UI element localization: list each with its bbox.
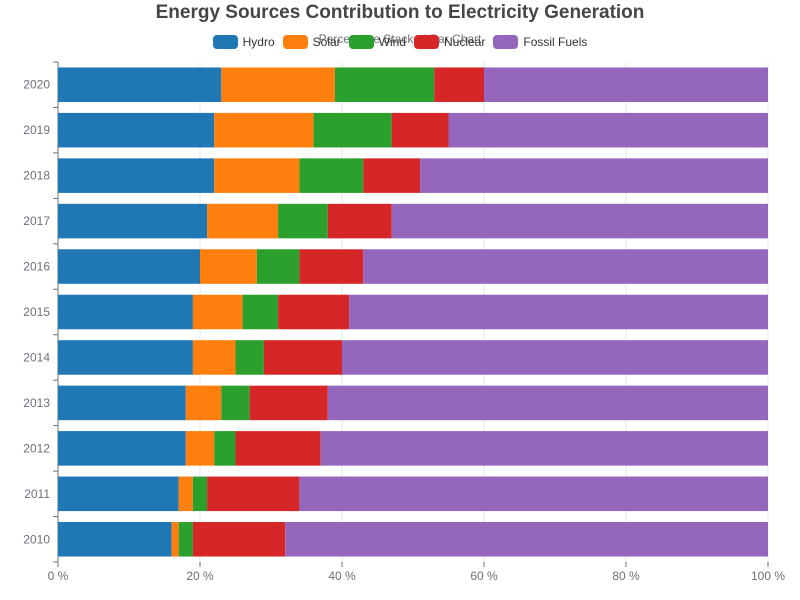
legend-swatch [282,35,308,49]
legend-item[interactable]: Hydro [212,33,275,51]
bar-segment [58,294,193,330]
bar-segment [200,249,257,284]
legend-label: Nuclear [444,35,486,49]
bar-segment [207,476,300,512]
x-tick-label: 0 % [48,569,69,583]
bar-segment [171,522,179,557]
bar-segment [263,340,342,375]
x-tick-label: 80 % [612,569,640,583]
legend-item[interactable]: Fossil Fuels [493,33,587,51]
bar-segment [214,431,236,466]
legend-item[interactable]: Nuclear [414,33,485,51]
bar-segment [192,522,286,557]
bar-segment [221,385,250,421]
legend-swatch [493,35,519,49]
legend: Hydro Solar Wind Nuclear Fossil Fuels [0,33,800,51]
bar-segment [192,476,208,512]
bar-segment [349,294,768,330]
bar-segment [58,203,208,239]
bar-segment [58,67,222,102]
bar-segment [334,67,435,102]
bar-segment [235,431,321,466]
bar-segment [58,249,200,284]
bar-segment [327,203,392,239]
bar-segment [448,112,768,148]
bar-segment [278,203,328,239]
y-tick-label: 2014 [23,350,50,364]
bar-segment [320,431,768,466]
bar-segment [58,112,215,148]
bar-segment [185,385,222,421]
bar-segment [58,522,172,557]
y-tick-label: 2011 [24,487,50,501]
chart-title: Energy Sources Contribution to Electrici… [155,2,645,23]
bar-segment [235,340,264,375]
bar-segment [207,203,279,239]
legend-item[interactable]: Wind [348,33,406,51]
bar-segment [249,385,328,421]
bar-segment [299,158,364,193]
legend-label: Hydro [242,35,275,49]
x-tick-label: 20 % [186,569,214,583]
y-tick-label: 2016 [23,260,50,274]
legend-swatch [348,35,374,49]
bar-segment [420,158,768,193]
bar-segment [256,249,300,284]
bar-segment [299,249,364,284]
y-tick-label: 2015 [23,305,50,319]
x-tick-label: 40 % [328,569,356,583]
y-tick-label: 2017 [23,214,50,228]
bar-segment [221,67,335,102]
bar-segment [342,340,768,375]
y-tick-label: 2018 [23,169,50,183]
bar-segment [363,158,421,193]
bar-segment [363,249,768,284]
legend-label: Fossil Fuels [523,35,588,49]
bar-segment [313,112,392,148]
bar-segment [214,158,300,193]
bar-segment [214,112,314,148]
bar-segment [391,203,768,239]
bar-segment [178,522,193,557]
x-tick-label: 60 % [470,569,498,583]
bar-segment [285,522,768,557]
legend-swatch [414,35,439,49]
legend-label: Solar [312,35,341,49]
bar-segment [192,340,236,375]
bar-segment [58,476,179,512]
bar-segment [185,431,215,466]
y-tick-label: 2020 [23,78,50,92]
legend-swatch [212,35,238,49]
y-tick-label: 2010 [23,532,50,546]
y-tick-label: 2012 [23,441,50,455]
bar-segment [58,158,215,193]
bar-segment [484,67,768,102]
bar-segment [58,340,193,375]
bar-segment [327,385,768,421]
y-tick-label: 2019 [23,123,50,137]
bar-segment [192,294,243,330]
bar-segment [242,294,279,330]
x-tick-label: 100 % [751,569,785,583]
legend-item[interactable]: Solar [282,33,341,51]
bar-segment [391,112,449,148]
y-tick-label: 2013 [23,396,50,410]
bar-segment [434,67,484,102]
bar-segment [178,476,193,512]
legend-label: Wind [378,35,406,49]
bar-segment [58,431,186,466]
bar-segment [299,476,768,512]
bar-segment [278,294,350,330]
bar-segment [58,385,186,421]
